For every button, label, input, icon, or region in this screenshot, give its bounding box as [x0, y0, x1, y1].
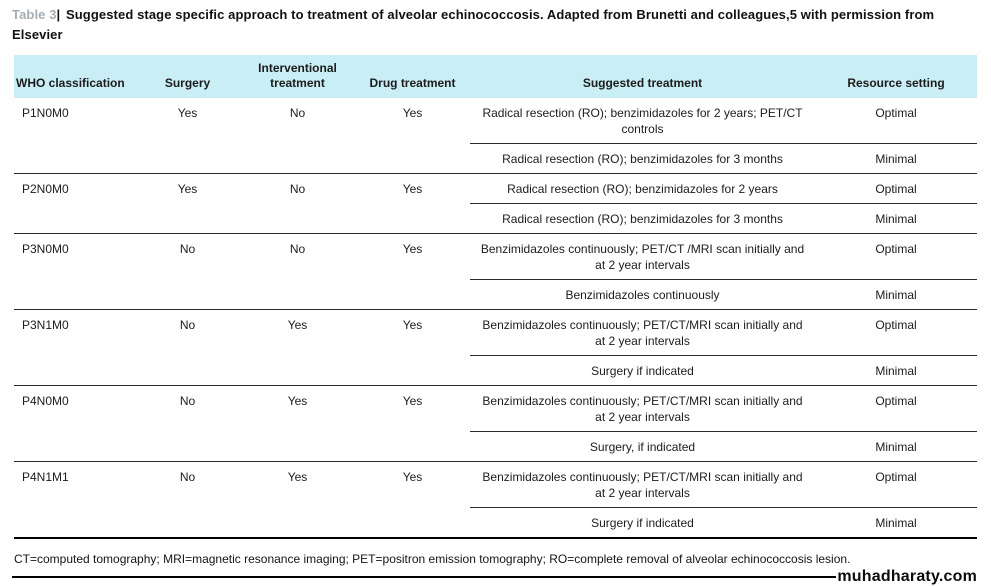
- interventional-cell: No: [240, 233, 355, 310]
- surgery-cell: Yes: [135, 98, 240, 174]
- suggested-treatment-cell: Benzimidazoles continuously; PET/CT/MRI …: [470, 461, 815, 508]
- surgery-cell: Yes: [135, 173, 240, 234]
- table-row: P3N0M0 No No Yes Benzimidazoles continuously…: [14, 233, 977, 310]
- resource-setting-cell: Minimal: [815, 355, 977, 386]
- suggested-treatment-cell: Radical resection (RO); benzimidazoles f…: [470, 173, 815, 204]
- surgery-cell: No: [135, 309, 240, 386]
- col-header-interventional-treatment: Interventional treatment: [240, 55, 355, 98]
- table-title-text: Suggested stage specific approach to tre…: [12, 7, 935, 42]
- drug-cell: Yes: [355, 233, 470, 310]
- surgery-cell: No: [135, 461, 240, 539]
- suggested-treatment-cell: Benzimidazoles continuously; PET/CT/MRI …: [470, 385, 815, 432]
- who-classification-cell: P3N1M0: [14, 309, 135, 386]
- resource-setting-cell: Minimal: [815, 431, 977, 462]
- suggested-treatment-cell: Surgery if indicated: [470, 355, 815, 386]
- resource-setting-cell: Minimal: [815, 203, 977, 234]
- surgery-cell: No: [135, 385, 240, 462]
- table-row: P3N1M0 No Yes Yes Benzimidazoles continuousl…: [14, 309, 977, 386]
- who-classification-cell: P3N0M0: [14, 233, 135, 310]
- drug-cell: Yes: [355, 461, 470, 539]
- divider-line: [12, 576, 837, 578]
- who-classification-cell: P2N0M0: [14, 173, 135, 234]
- table-title: Table 3| Suggested stage specific approa…: [12, 5, 983, 45]
- suggested-treatment-cell: Surgery if indicated: [470, 507, 815, 539]
- interventional-cell: No: [240, 173, 355, 234]
- table-header-row: WHO classification Surgery Interventiona…: [14, 55, 977, 98]
- suggested-treatment-cell: Surgery, if indicated: [470, 431, 815, 462]
- table-row: P4N1M1 No Yes Yes Benzimidazoles continuousl…: [14, 461, 977, 539]
- col-header-suggested-treatment: Suggested treatment: [470, 55, 815, 98]
- suggested-treatment-cell: Benzimidazoles continuously; PET/CT/MRI …: [470, 309, 815, 356]
- document-page: Table 3| Suggested stage specific approa…: [12, 5, 983, 585]
- resource-setting-cell: Optimal: [815, 233, 977, 280]
- suggested-treatment-cell: Radical resection (RO); benzimidazoles f…: [470, 143, 815, 174]
- col-header-who-classification: WHO classification: [14, 55, 135, 98]
- table-row: Surgery, if indicated Minimal: [14, 431, 977, 462]
- who-classification-cell: P4N0M0: [14, 385, 135, 462]
- drug-cell: Yes: [355, 173, 470, 234]
- resource-setting-cell: Optimal: [815, 173, 977, 204]
- watermark-row: muhadharaty.com: [12, 568, 977, 586]
- suggested-treatment-cell: Radical resection (RO); benzimidazoles f…: [470, 203, 815, 234]
- resource-setting-cell: Minimal: [815, 507, 977, 539]
- drug-cell: Yes: [355, 309, 470, 386]
- suggested-treatment-cell: Radical resection (RO); benzimidazoles f…: [470, 98, 815, 144]
- who-classification-cell: P1N0M0: [14, 98, 135, 174]
- table-body: P1N0M0 Yes No Yes Radical resection (RO); be…: [14, 98, 977, 539]
- watermark-link[interactable]: muhadharaty.com: [837, 568, 977, 585]
- resource-setting-cell: Minimal: [815, 279, 977, 310]
- resource-setting-cell: Minimal: [815, 143, 977, 174]
- surgery-cell: No: [135, 233, 240, 310]
- table-row: P1N0M0 Yes No Yes Radical resection (RO); be…: [14, 98, 977, 174]
- drug-cell: Yes: [355, 98, 470, 174]
- table-row: Surgery if indicated Minimal: [14, 355, 977, 386]
- table-number-label: Table 3: [12, 7, 57, 22]
- table-row: Radical resection (RO); benzimidazoles f…: [14, 203, 977, 234]
- suggested-treatment-cell: Benzimidazoles continuously: [470, 279, 815, 310]
- table-row: Surgery if indicated Minimal: [14, 507, 977, 539]
- resource-setting-cell: Optimal: [815, 461, 977, 508]
- table-title-separator: |: [56, 7, 61, 22]
- suggested-treatment-cell: Benzimidazoles continuously; PET/CT /MRI…: [470, 233, 815, 280]
- resource-setting-cell: Optimal: [815, 98, 977, 144]
- treatment-table: WHO classification Surgery Interventiona…: [14, 55, 977, 539]
- col-header-surgery: Surgery: [135, 55, 240, 98]
- interventional-cell: Yes: [240, 461, 355, 539]
- table-row: P4N0M0 No Yes Yes Benzimidazoles continuousl…: [14, 385, 977, 462]
- table-row: Benzimidazoles continuously Minimal: [14, 279, 977, 310]
- interventional-cell: Yes: [240, 309, 355, 386]
- table-footnote: CT=computed tomography; MRI=magnetic res…: [14, 552, 851, 566]
- resource-setting-cell: Optimal: [815, 309, 977, 356]
- interventional-cell: Yes: [240, 385, 355, 462]
- table-row: Radical resection (RO); benzimidazoles f…: [14, 143, 977, 174]
- col-header-drug-treatment: Drug treatment: [355, 55, 470, 98]
- interventional-cell: No: [240, 98, 355, 174]
- resource-setting-cell: Optimal: [815, 385, 977, 432]
- table-row: P2N0M0 Yes No Yes Radical resection (RO); be…: [14, 173, 977, 234]
- who-classification-cell: P4N1M1: [14, 461, 135, 539]
- drug-cell: Yes: [355, 385, 470, 462]
- col-header-resource-setting: Resource setting: [815, 55, 977, 98]
